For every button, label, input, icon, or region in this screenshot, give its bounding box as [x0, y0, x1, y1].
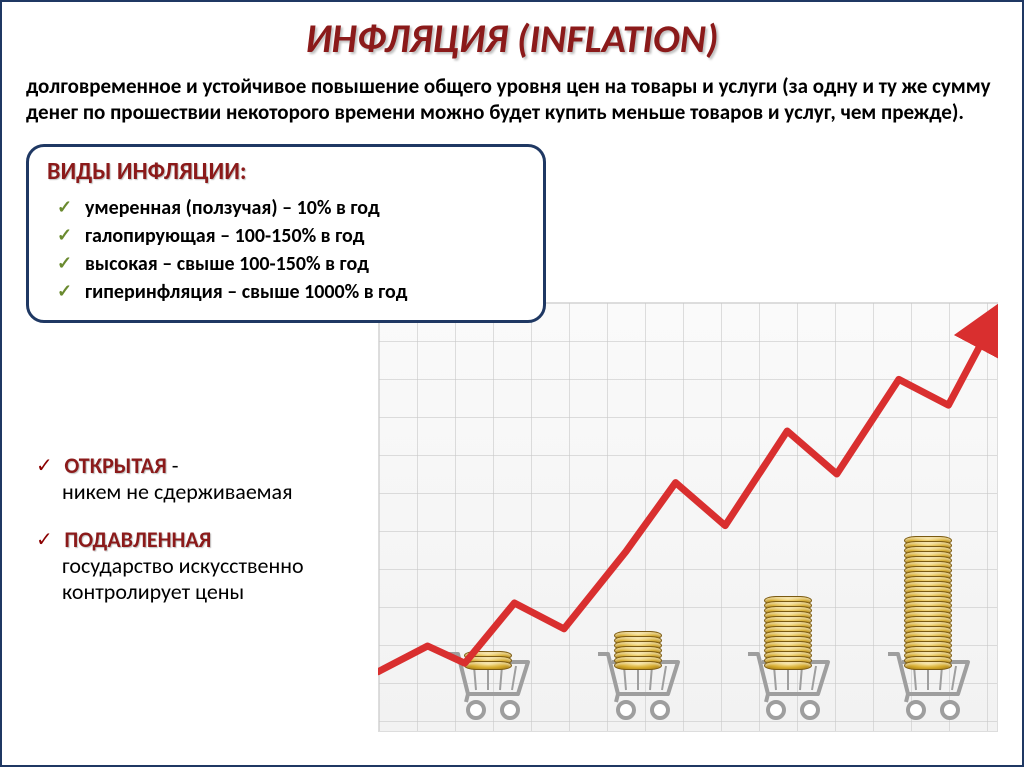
cart-icon: [588, 642, 688, 722]
check-icon: ✓: [36, 528, 53, 552]
mode-suppressed: ✓ ПОДАВЛЕННАЯ государство искусственно к…: [36, 526, 316, 604]
cart-icon: [438, 642, 538, 722]
modes-block: ✓ ОТКРЫТАЯ - никем не сдерживаемая ✓ ПОД…: [36, 452, 316, 626]
cart-icon: [878, 642, 978, 722]
mode-suppressed-desc: государство искусственно контролирует це…: [36, 553, 316, 604]
coin-stack: [764, 600, 812, 670]
inflation-chart: [378, 302, 998, 732]
cart-icon: [738, 642, 838, 722]
check-icon: ✓: [36, 454, 53, 478]
definition-text: долговременное и устойчивое повышение об…: [26, 73, 998, 126]
mode-open-head: ОТКРЫТАЯ: [64, 452, 166, 479]
types-list-item: высокая – свыше 100-150% в год: [57, 250, 525, 278]
mode-suppressed-head: ПОДАВЛЕННАЯ: [64, 526, 211, 553]
coin-stack: [464, 655, 512, 670]
types-box: ВИДЫ ИНФЛЯЦИИ: умеренная (ползучая) – 10…: [26, 144, 546, 323]
types-list: умеренная (ползучая) – 10% в годгалопиру…: [47, 194, 525, 306]
slide-frame: ИНФЛЯЦИЯ (INFLATION) долговременное и ус…: [0, 0, 1024, 767]
coin-stack: [904, 540, 952, 670]
coin-stack: [614, 635, 662, 670]
types-list-item: галопирующая – 100-150% в год: [57, 222, 525, 250]
slide-title: ИНФЛЯЦИЯ (INFLATION): [26, 14, 998, 63]
types-list-item: умеренная (ползучая) – 10% в год: [57, 194, 525, 222]
types-list-item: гиперинфляция – свыше 1000% в год: [57, 278, 525, 306]
mode-open-desc: никем не сдерживаемая: [36, 479, 316, 504]
types-heading: ВИДЫ ИНФЛЯЦИИ:: [47, 157, 525, 186]
mode-open: ✓ ОТКРЫТАЯ - никем не сдерживаемая: [36, 452, 316, 504]
